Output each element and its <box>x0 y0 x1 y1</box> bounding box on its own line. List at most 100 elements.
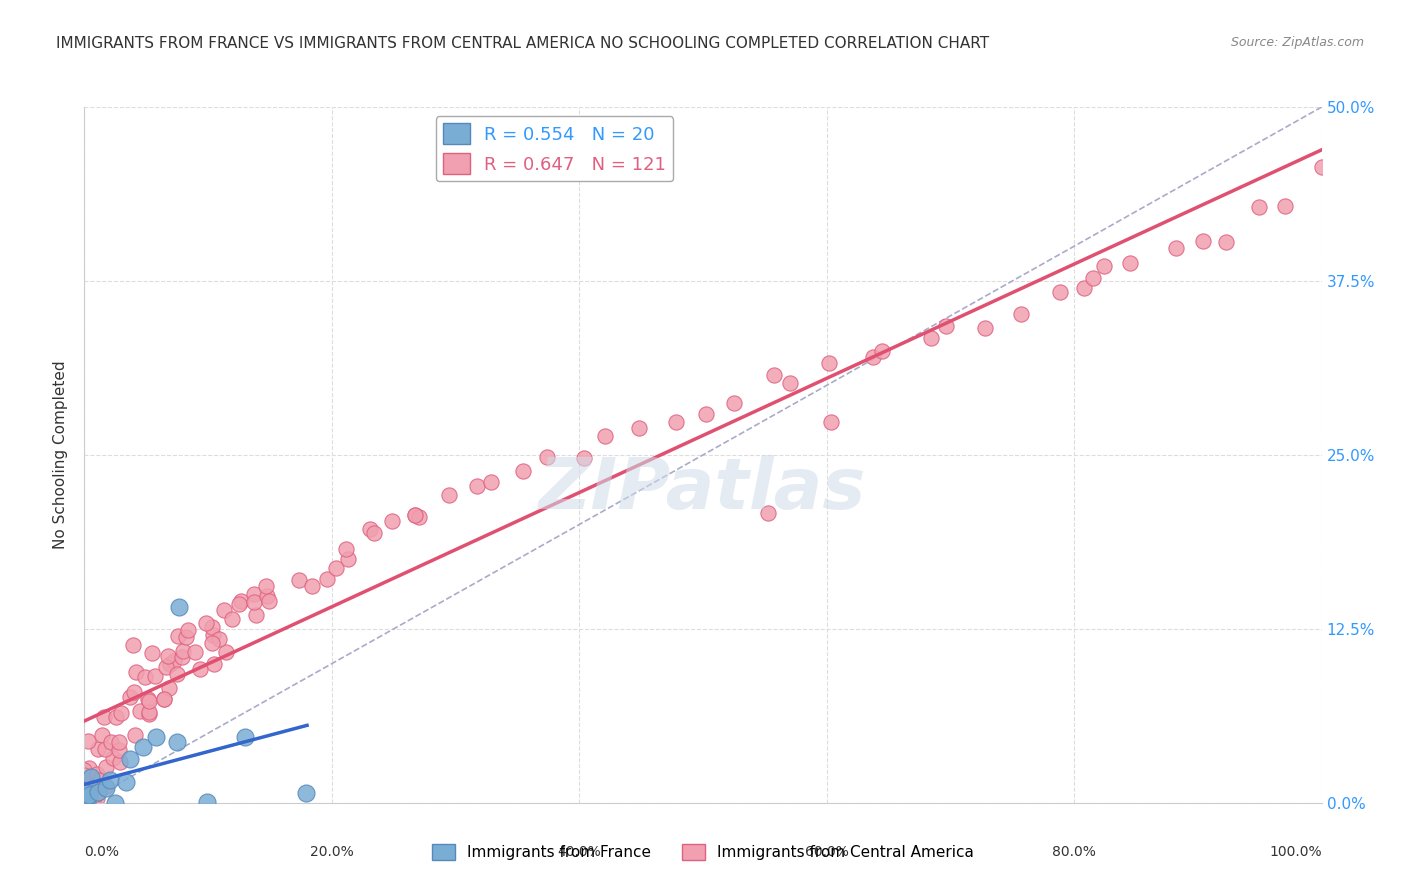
Point <box>76 734 98 748</box>
Point <box>301 579 323 593</box>
Point <box>512 465 534 479</box>
Point <box>114 774 136 789</box>
Point <box>439 488 461 502</box>
Point <box>287 573 309 587</box>
Point <box>363 526 385 541</box>
Point <box>1081 271 1104 285</box>
Point <box>254 579 277 593</box>
Point <box>98 773 121 788</box>
Point <box>122 638 145 652</box>
Point <box>408 510 430 524</box>
Point <box>104 796 127 810</box>
Point <box>233 730 256 744</box>
Point <box>243 595 266 609</box>
Point <box>208 632 231 647</box>
Point <box>86 767 108 781</box>
Point <box>110 706 132 720</box>
Point <box>479 475 502 489</box>
Point <box>157 681 180 695</box>
Legend: Immigrants from France, Immigrants from Central America: Immigrants from France, Immigrants from … <box>426 838 980 866</box>
Point <box>93 710 115 724</box>
Point <box>779 376 801 390</box>
Point <box>120 690 142 704</box>
Text: 0.0%: 0.0% <box>84 845 120 858</box>
Point <box>167 600 190 615</box>
Text: 80.0%: 80.0% <box>1052 845 1097 858</box>
Point <box>337 552 360 566</box>
Point <box>152 692 174 706</box>
Point <box>404 508 426 522</box>
Point <box>197 795 219 809</box>
Point <box>170 649 193 664</box>
Text: Source: ZipAtlas.com: Source: ZipAtlas.com <box>1230 36 1364 49</box>
Point <box>214 603 236 617</box>
Point <box>79 789 101 803</box>
Point <box>1092 259 1115 273</box>
Text: 40.0%: 40.0% <box>557 845 602 858</box>
Point <box>118 752 141 766</box>
Point <box>1049 285 1071 300</box>
Point <box>756 507 779 521</box>
Point <box>163 654 186 668</box>
Point <box>359 523 381 537</box>
Point <box>90 778 112 792</box>
Point <box>84 787 107 801</box>
Point <box>128 704 150 718</box>
Point <box>110 755 132 769</box>
Point <box>188 662 211 676</box>
Point <box>80 770 103 784</box>
Point <box>465 478 488 492</box>
Point <box>159 657 181 672</box>
Point <box>665 415 688 429</box>
Point <box>1166 241 1188 255</box>
Point <box>125 665 148 680</box>
Point <box>381 515 404 529</box>
Point <box>1274 199 1296 213</box>
Point <box>122 685 145 699</box>
Point <box>75 796 97 810</box>
Point <box>1118 256 1140 270</box>
Point <box>75 783 97 797</box>
Point <box>87 785 110 799</box>
Point <box>763 368 786 383</box>
Point <box>245 608 267 623</box>
Point <box>1192 235 1215 249</box>
Point <box>107 735 129 749</box>
Point <box>335 541 357 556</box>
Point <box>131 740 153 755</box>
Point <box>108 743 131 757</box>
Text: ZIPatlas: ZIPatlas <box>540 455 866 524</box>
Point <box>101 750 124 764</box>
Point <box>79 761 101 775</box>
Point <box>166 735 188 749</box>
Point <box>94 760 117 774</box>
Point <box>295 787 318 801</box>
Point <box>73 772 96 786</box>
Point <box>166 666 188 681</box>
Point <box>73 763 96 777</box>
Point <box>86 791 108 805</box>
Text: IMMIGRANTS FROM FRANCE VS IMMIGRANTS FROM CENTRAL AMERICA NO SCHOOLING COMPLETED: IMMIGRANTS FROM FRANCE VS IMMIGRANTS FRO… <box>56 36 990 51</box>
Point <box>138 705 160 719</box>
Point <box>628 421 651 435</box>
Point <box>201 636 224 650</box>
Point <box>870 344 893 359</box>
Point <box>75 790 97 805</box>
Point <box>325 561 347 575</box>
Point <box>89 772 111 787</box>
Point <box>174 630 197 644</box>
Point <box>935 318 957 333</box>
Text: 20.0%: 20.0% <box>309 845 354 858</box>
Point <box>141 646 163 660</box>
Point <box>974 321 997 335</box>
Point <box>256 589 278 603</box>
Point <box>820 415 842 429</box>
Legend: R = 0.554   N = 20, R = 0.647   N = 121: R = 0.554 N = 20, R = 0.647 N = 121 <box>436 116 673 181</box>
Point <box>73 796 96 810</box>
Point <box>242 587 264 601</box>
Point <box>75 788 97 802</box>
Point <box>172 644 194 658</box>
Text: 100.0%: 100.0% <box>1270 845 1322 858</box>
Point <box>202 657 225 671</box>
Point <box>221 612 243 626</box>
